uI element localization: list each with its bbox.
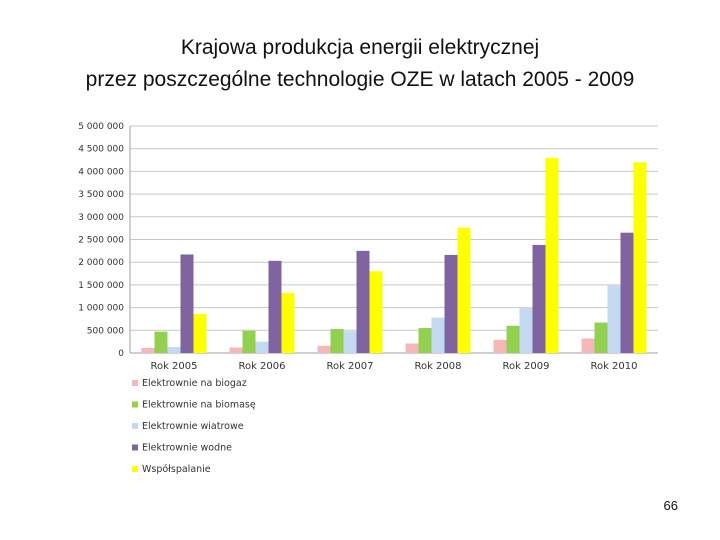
legend-label: Elektrownie wodne <box>142 443 232 454</box>
legend-label: Współspalanie <box>142 464 211 475</box>
legend-label: Elektrownie wiatrowe <box>142 421 244 432</box>
legend-label: Elektrownie na biogaz <box>142 378 247 389</box>
x-tick-label: Rok 2008 <box>414 361 461 372</box>
bar <box>255 341 269 353</box>
legend-swatch <box>132 423 138 429</box>
bar <box>356 250 370 353</box>
bar <box>620 232 634 353</box>
y-tick-label: 3 500 000 <box>78 190 124 200</box>
bar <box>545 157 559 353</box>
bar <box>405 343 419 353</box>
y-tick-label: 4 500 000 <box>78 145 124 155</box>
bar <box>594 322 608 353</box>
bar <box>343 331 357 353</box>
x-tick-label: Rok 2010 <box>590 361 637 372</box>
x-tick-label: Rok 2009 <box>502 361 549 372</box>
y-tick-label: 2 500 000 <box>78 236 124 246</box>
bar <box>268 260 282 353</box>
y-tick-label: 1 000 000 <box>78 304 124 314</box>
bar <box>431 317 445 353</box>
y-tick-label: 0 <box>118 349 124 359</box>
x-tick-label: Rok 2005 <box>150 361 197 372</box>
bar <box>167 347 181 353</box>
bar <box>141 348 155 353</box>
bar <box>317 345 331 353</box>
bar <box>154 331 168 353</box>
bar <box>229 347 243 353</box>
y-tick-label: 3 000 000 <box>78 213 124 223</box>
bar <box>633 162 647 353</box>
slide-title: Krajowa produkcja energii elektrycznej p… <box>0 32 720 96</box>
bar <box>581 338 595 353</box>
bar <box>506 325 520 353</box>
y-tick-label: 5 000 000 <box>78 122 124 132</box>
bar <box>519 307 533 353</box>
y-tick-label: 1 500 000 <box>78 281 124 291</box>
page-number: 66 <box>663 498 678 513</box>
bar-chart: 0 500 000 1 000 000 1 500 000 2 000 000 2 500… <box>78 122 658 475</box>
chart-container: 0 500 000 1 000 000 1 500 000 2 000 000 2 500… <box>56 112 662 502</box>
bar <box>457 227 471 353</box>
x-tick-label: Rok 2006 <box>238 361 285 372</box>
legend-swatch <box>132 401 138 408</box>
bar <box>444 254 458 353</box>
bar <box>180 254 194 353</box>
y-tick-label: 2 000 000 <box>78 258 124 268</box>
bar <box>242 330 256 353</box>
title-line-1: Krajowa produkcja energii elektrycznej <box>180 36 540 59</box>
bar <box>493 339 507 353</box>
x-tick-label: Rok 2007 <box>326 361 373 372</box>
legend-swatch <box>132 380 138 386</box>
title-line-2: przez poszczególne technologie OZE w lat… <box>85 68 635 91</box>
bar <box>369 271 383 353</box>
bar <box>607 284 621 353</box>
legend-swatch <box>132 466 138 472</box>
bar <box>418 328 432 353</box>
bar <box>281 293 295 353</box>
legend-swatch <box>132 444 138 451</box>
legend-label: Elektrownie na biomasę <box>142 400 256 411</box>
y-tick-label: 500 000 <box>87 326 124 336</box>
y-tick-label: 4 000 000 <box>78 167 124 177</box>
bar <box>193 313 207 353</box>
bar <box>532 244 546 353</box>
bar <box>330 328 344 353</box>
